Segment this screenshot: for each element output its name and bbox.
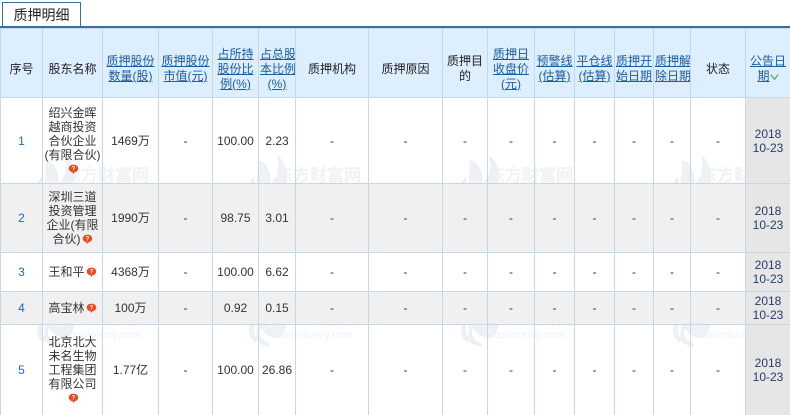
svg-text:?: ? <box>85 236 89 243</box>
svg-text:?: ? <box>71 165 75 172</box>
svg-text:?: ? <box>71 395 75 402</box>
svg-text:?: ? <box>89 305 93 312</box>
svg-text:?: ? <box>89 269 93 276</box>
